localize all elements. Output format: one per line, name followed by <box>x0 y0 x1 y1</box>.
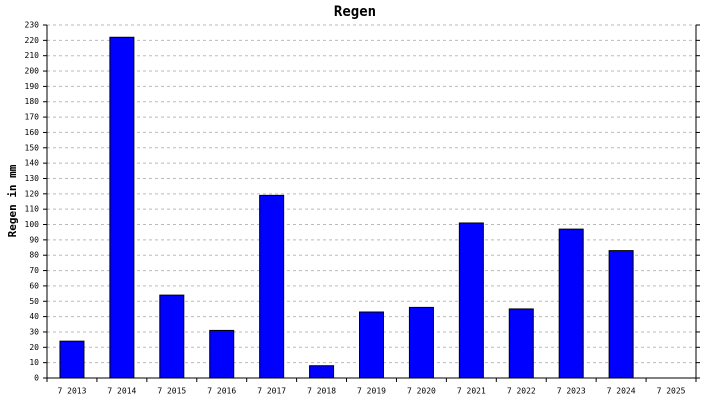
bar <box>109 36 135 379</box>
x-tick-label: 7 2024 <box>607 387 636 396</box>
bar <box>359 311 384 379</box>
bar <box>608 250 634 379</box>
x-tick-label: 7 2019 <box>357 387 386 396</box>
y-tick-label: 40 <box>29 312 39 321</box>
y-tick-label: 70 <box>29 266 39 275</box>
x-tick-label: 7 2013 <box>58 387 87 396</box>
bar <box>159 294 185 379</box>
bar <box>59 340 85 379</box>
bar <box>508 308 534 379</box>
y-tick-label: 110 <box>25 205 40 214</box>
x-tick-label: 7 2022 <box>507 387 536 396</box>
x-tick-label: 7 2023 <box>557 387 586 396</box>
y-tick-label: 210 <box>25 51 40 60</box>
bar <box>309 365 335 379</box>
y-tick-label: 120 <box>25 189 40 198</box>
y-tick-label: 90 <box>29 235 39 244</box>
bar <box>209 329 235 379</box>
y-tick-label: 10 <box>29 358 39 367</box>
y-tick-label: 180 <box>25 97 40 106</box>
y-axis-label: Regen in mm <box>6 164 19 237</box>
y-tick-label: 80 <box>29 251 39 260</box>
bar <box>259 194 285 379</box>
x-tick-label: 7 2025 <box>657 387 686 396</box>
bar <box>558 228 584 379</box>
x-tick-label: 7 2016 <box>207 387 236 396</box>
bar <box>458 222 484 379</box>
y-tick-label: 140 <box>25 159 40 168</box>
x-tick-label: 7 2020 <box>407 387 436 396</box>
x-tick-label: 7 2015 <box>157 387 186 396</box>
bar <box>408 306 434 379</box>
y-tick-label: 100 <box>25 220 40 229</box>
y-tick-label: 160 <box>25 128 40 137</box>
y-tick-label: 30 <box>29 327 39 336</box>
y-tick-label: 150 <box>25 143 40 152</box>
x-tick-label: 7 2021 <box>457 387 486 396</box>
y-tick-label: 130 <box>25 174 40 183</box>
x-tick-label: 7 2014 <box>107 387 136 396</box>
y-tick-label: 190 <box>25 82 40 91</box>
y-tick-label: 200 <box>25 67 40 76</box>
y-tick-label: 60 <box>29 281 39 290</box>
y-tick-label: 0 <box>34 374 39 383</box>
x-tick-label: 7 2017 <box>257 387 286 396</box>
y-tick-label: 230 <box>25 21 40 30</box>
y-tick-label: 20 <box>29 343 39 352</box>
chart-title: Regen <box>334 4 376 20</box>
x-tick-label: 7 2018 <box>307 387 336 396</box>
y-tick-label: 50 <box>29 297 39 306</box>
y-tick-label: 170 <box>25 113 40 122</box>
y-tick-label: 220 <box>25 36 40 45</box>
